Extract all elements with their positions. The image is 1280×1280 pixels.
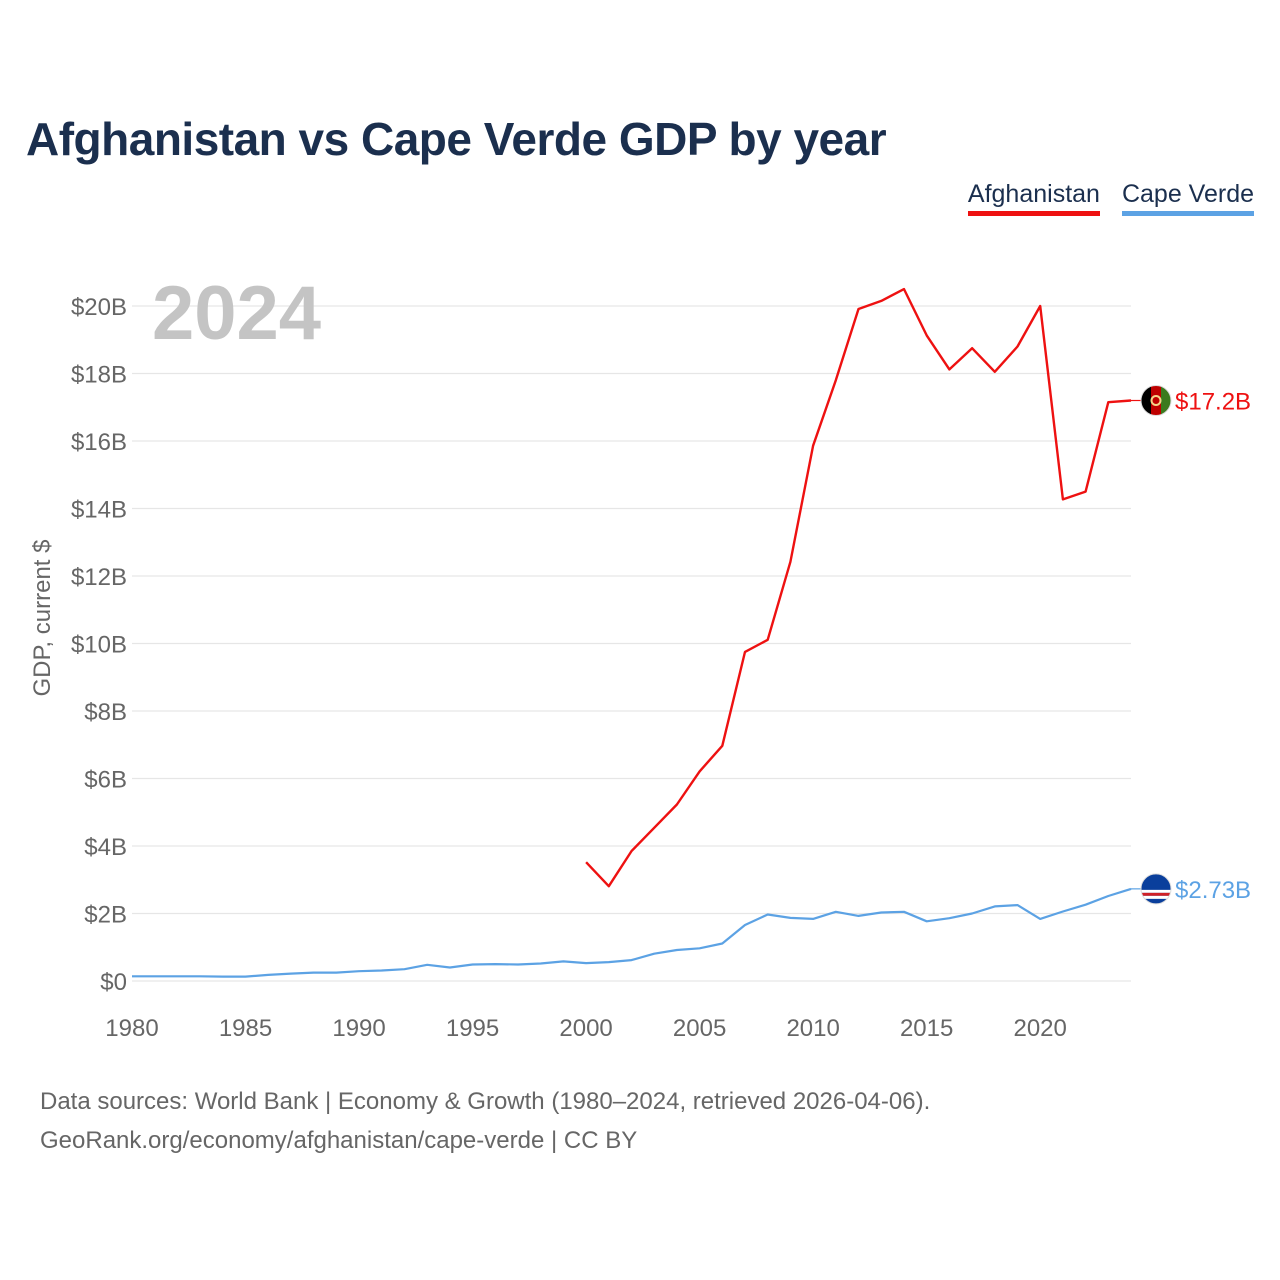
x-tick-label: 1995 [446, 1015, 499, 1042]
y-tick-label: $18B [71, 362, 127, 389]
y-tick-label: $8B [84, 699, 127, 726]
y-tick-label: $0 [100, 969, 127, 996]
x-tick-label: 1985 [219, 1015, 272, 1042]
source-url-text: GeoRank.org/economy/afghanistan/cape-ver… [40, 1127, 638, 1154]
y-tick-label: $2B [84, 902, 127, 929]
data-source-text: Data sources: World Bank | Economy & Gro… [40, 1088, 931, 1115]
x-tick-label: 1980 [105, 1015, 158, 1042]
line-chart: 2024 $0$2B$4B$6B$8B$10B$12B$14B$16B$18B$… [29, 271, 1251, 1042]
y-tick-label: $10B [71, 632, 127, 659]
end-markers: $17.2B $2.73B [1131, 385, 1251, 905]
x-tick-label: 1990 [332, 1015, 385, 1042]
x-axis-ticks: 1980 1985 1990 1995 2000 2005 2010 2015 2020 [105, 1015, 1067, 1042]
footer: Data sources: World Bank | Economy & Gro… [40, 1082, 930, 1160]
y-tick-label: $16B [71, 429, 127, 456]
y-tick-label: $12B [71, 564, 127, 591]
y-tick-label: $20B [71, 294, 127, 321]
y-axis-label: GDP, current $ [29, 540, 56, 697]
series-lines [132, 287, 1132, 978]
series-line-afghanistan[interactable] [585, 287, 1132, 888]
x-tick-label: 2020 [1013, 1015, 1066, 1042]
y-tick-label: $6B [84, 767, 127, 794]
y-tick-label: $14B [71, 497, 127, 524]
chart-title: Afghanistan vs Cape Verde GDP by year [26, 113, 887, 165]
end-value-label-cape-verde: $2.73B [1175, 877, 1251, 904]
y-axis-ticks: $0 $2B $4B $6B $8B $10B $12B $14B $16B $18B $20B [71, 294, 127, 996]
x-tick-label: 2010 [786, 1015, 839, 1042]
cape-verde-flag-icon [1140, 873, 1172, 905]
y-tick-label: $4B [84, 834, 127, 861]
x-tick-label: 2005 [673, 1015, 726, 1042]
x-tick-label: 2015 [900, 1015, 953, 1042]
legend-item-afghanistan[interactable]: Afghanistan [967, 180, 1100, 216]
legend-item-cape-verde[interactable]: Cape Verde [1121, 180, 1254, 216]
series-line-cape-verde[interactable] [132, 887, 1132, 978]
gridlines [132, 305, 1131, 982]
afghanistan-flag-icon [1140, 385, 1172, 416]
end-value-label-afghanistan: $17.2B [1175, 389, 1251, 416]
year-watermark: 2024 [152, 271, 321, 356]
legend: Afghanistan Cape Verde [967, 180, 1254, 216]
x-tick-label: 2000 [559, 1015, 612, 1042]
